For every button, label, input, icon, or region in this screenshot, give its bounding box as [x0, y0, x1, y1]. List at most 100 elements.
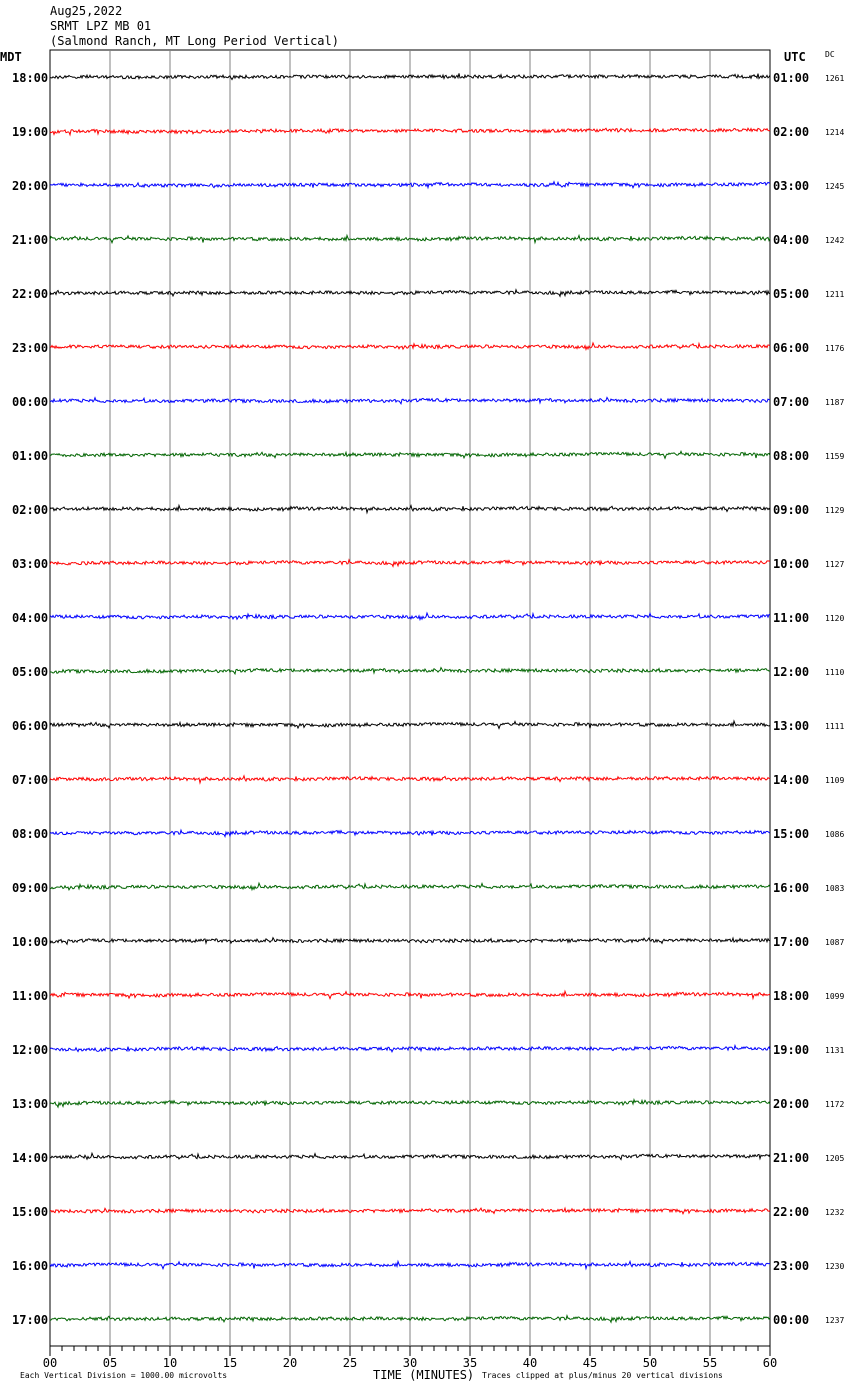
utc-hour-label: 00:00 [773, 1313, 809, 1327]
trace-line [49, 881, 771, 892]
x-tick-label: 25 [343, 1356, 357, 1370]
dc-value-label: 1237 [825, 1316, 844, 1325]
utc-hour-label: 11:00 [773, 611, 809, 625]
utc-hour-label: 08:00 [773, 449, 809, 463]
utc-hour-label: 19:00 [773, 1043, 809, 1057]
x-tick-label: 15 [223, 1356, 237, 1370]
x-tick-label: 60 [763, 1356, 777, 1370]
utc-hour-label: 14:00 [773, 773, 809, 787]
mdt-hour-label: 10:00 [12, 935, 48, 949]
utc-hour-label: 09:00 [773, 503, 809, 517]
x-tick-label: 50 [643, 1356, 657, 1370]
dc-value-label: 1099 [825, 992, 844, 1001]
dc-value-label: 1232 [825, 1208, 844, 1217]
x-tick-label: 40 [523, 1356, 537, 1370]
clip-note: Traces clipped at plus/minus 20 vertical… [482, 1371, 723, 1380]
trace-line [49, 1097, 771, 1109]
utc-hour-label: 12:00 [773, 665, 809, 679]
trace-line [49, 73, 771, 81]
mdt-hour-label: 22:00 [12, 287, 48, 301]
mdt-hour-label: 15:00 [12, 1205, 48, 1219]
trace-line [49, 396, 771, 405]
x-tick-label: 35 [463, 1356, 477, 1370]
trace-line [49, 611, 771, 622]
trace-line [49, 828, 771, 839]
trace-line [49, 1206, 771, 1215]
dc-value-label: 1211 [825, 290, 844, 299]
trace-line [49, 666, 771, 676]
mdt-hour-label: 23:00 [12, 341, 48, 355]
trace-line [49, 1151, 771, 1161]
dc-value-label: 1127 [825, 560, 844, 569]
mdt-hour-label: 18:00 [12, 71, 48, 85]
mdt-hour-label: 13:00 [12, 1097, 48, 1111]
x-tick-label: 00 [43, 1356, 57, 1370]
trace-line [49, 1043, 771, 1053]
trace-line [49, 233, 771, 245]
mdt-hour-label: 16:00 [12, 1259, 48, 1273]
dc-value-label: 1172 [825, 1100, 844, 1109]
trace-line [49, 341, 771, 351]
dc-value-label: 1109 [825, 776, 844, 785]
utc-hour-label: 18:00 [773, 989, 809, 1003]
mdt-hour-label: 03:00 [12, 557, 48, 571]
x-tick-label: 55 [703, 1356, 717, 1370]
utc-hour-label: 03:00 [773, 179, 809, 193]
trace-line [49, 1314, 771, 1324]
utc-hour-label: 17:00 [773, 935, 809, 949]
mdt-hour-label: 12:00 [12, 1043, 48, 1057]
dc-value-label: 1214 [825, 128, 844, 137]
utc-axis-label: UTC [784, 50, 806, 64]
mdt-hour-label: 20:00 [12, 179, 48, 193]
utc-hour-label: 13:00 [773, 719, 809, 733]
utc-hour-label: 16:00 [773, 881, 809, 895]
dc-value-label: 1083 [825, 884, 844, 893]
mdt-hour-label: 06:00 [12, 719, 48, 733]
dc-value-label: 1245 [825, 182, 844, 191]
utc-hour-label: 01:00 [773, 71, 809, 85]
trace-line [49, 450, 771, 460]
dc-value-label: 1087 [825, 938, 844, 947]
utc-hour-label: 23:00 [773, 1259, 809, 1273]
dc-column-label: DC [825, 50, 835, 59]
x-axis-title: TIME (MINUTES) [373, 1368, 475, 1382]
x-tick-label: 05 [103, 1356, 117, 1370]
utc-hour-label: 15:00 [773, 827, 809, 841]
trace-line [49, 936, 771, 946]
dc-value-label: 1120 [825, 614, 844, 623]
mdt-hour-label: 01:00 [12, 449, 48, 463]
dc-value-label: 1129 [825, 506, 844, 515]
x-tick-label: 10 [163, 1356, 177, 1370]
trace-line [49, 180, 771, 190]
trace-line [49, 558, 771, 568]
trace-line [49, 1259, 771, 1271]
dc-value-label: 1230 [825, 1262, 844, 1271]
scale-note: Each Vertical Division = 1000.00 microvo… [20, 1371, 228, 1380]
utc-hour-label: 22:00 [773, 1205, 809, 1219]
mdt-hour-label: 21:00 [12, 233, 48, 247]
mdt-hour-label: 11:00 [12, 989, 48, 1003]
dc-value-label: 1086 [825, 830, 844, 839]
mdt-hour-label: 08:00 [12, 827, 48, 841]
date-label: Aug25,2022 [50, 4, 123, 18]
mdt-hour-label: 14:00 [12, 1151, 48, 1165]
mdt-hour-label: 02:00 [12, 503, 48, 517]
trace-line [49, 774, 771, 785]
mdt-hour-label: 00:00 [12, 395, 48, 409]
dc-value-label: 1131 [825, 1046, 844, 1055]
trace-line [49, 503, 771, 515]
mdt-hour-label: 09:00 [12, 881, 48, 895]
x-tick-label: 30 [403, 1356, 417, 1370]
utc-hour-label: 20:00 [773, 1097, 809, 1111]
utc-hour-label: 05:00 [773, 287, 809, 301]
dc-value-label: 1176 [825, 344, 844, 353]
trace-line [49, 989, 771, 1001]
x-tick-label: 20 [283, 1356, 297, 1370]
utc-hour-label: 21:00 [773, 1151, 809, 1165]
dc-value-label: 1110 [825, 668, 844, 677]
trace-line [49, 719, 771, 730]
mdt-hour-label: 05:00 [12, 665, 48, 679]
station-label: SRMT LPZ MB 01 [50, 19, 152, 33]
dc-value-label: 1205 [825, 1154, 844, 1163]
utc-hour-label: 04:00 [773, 233, 809, 247]
